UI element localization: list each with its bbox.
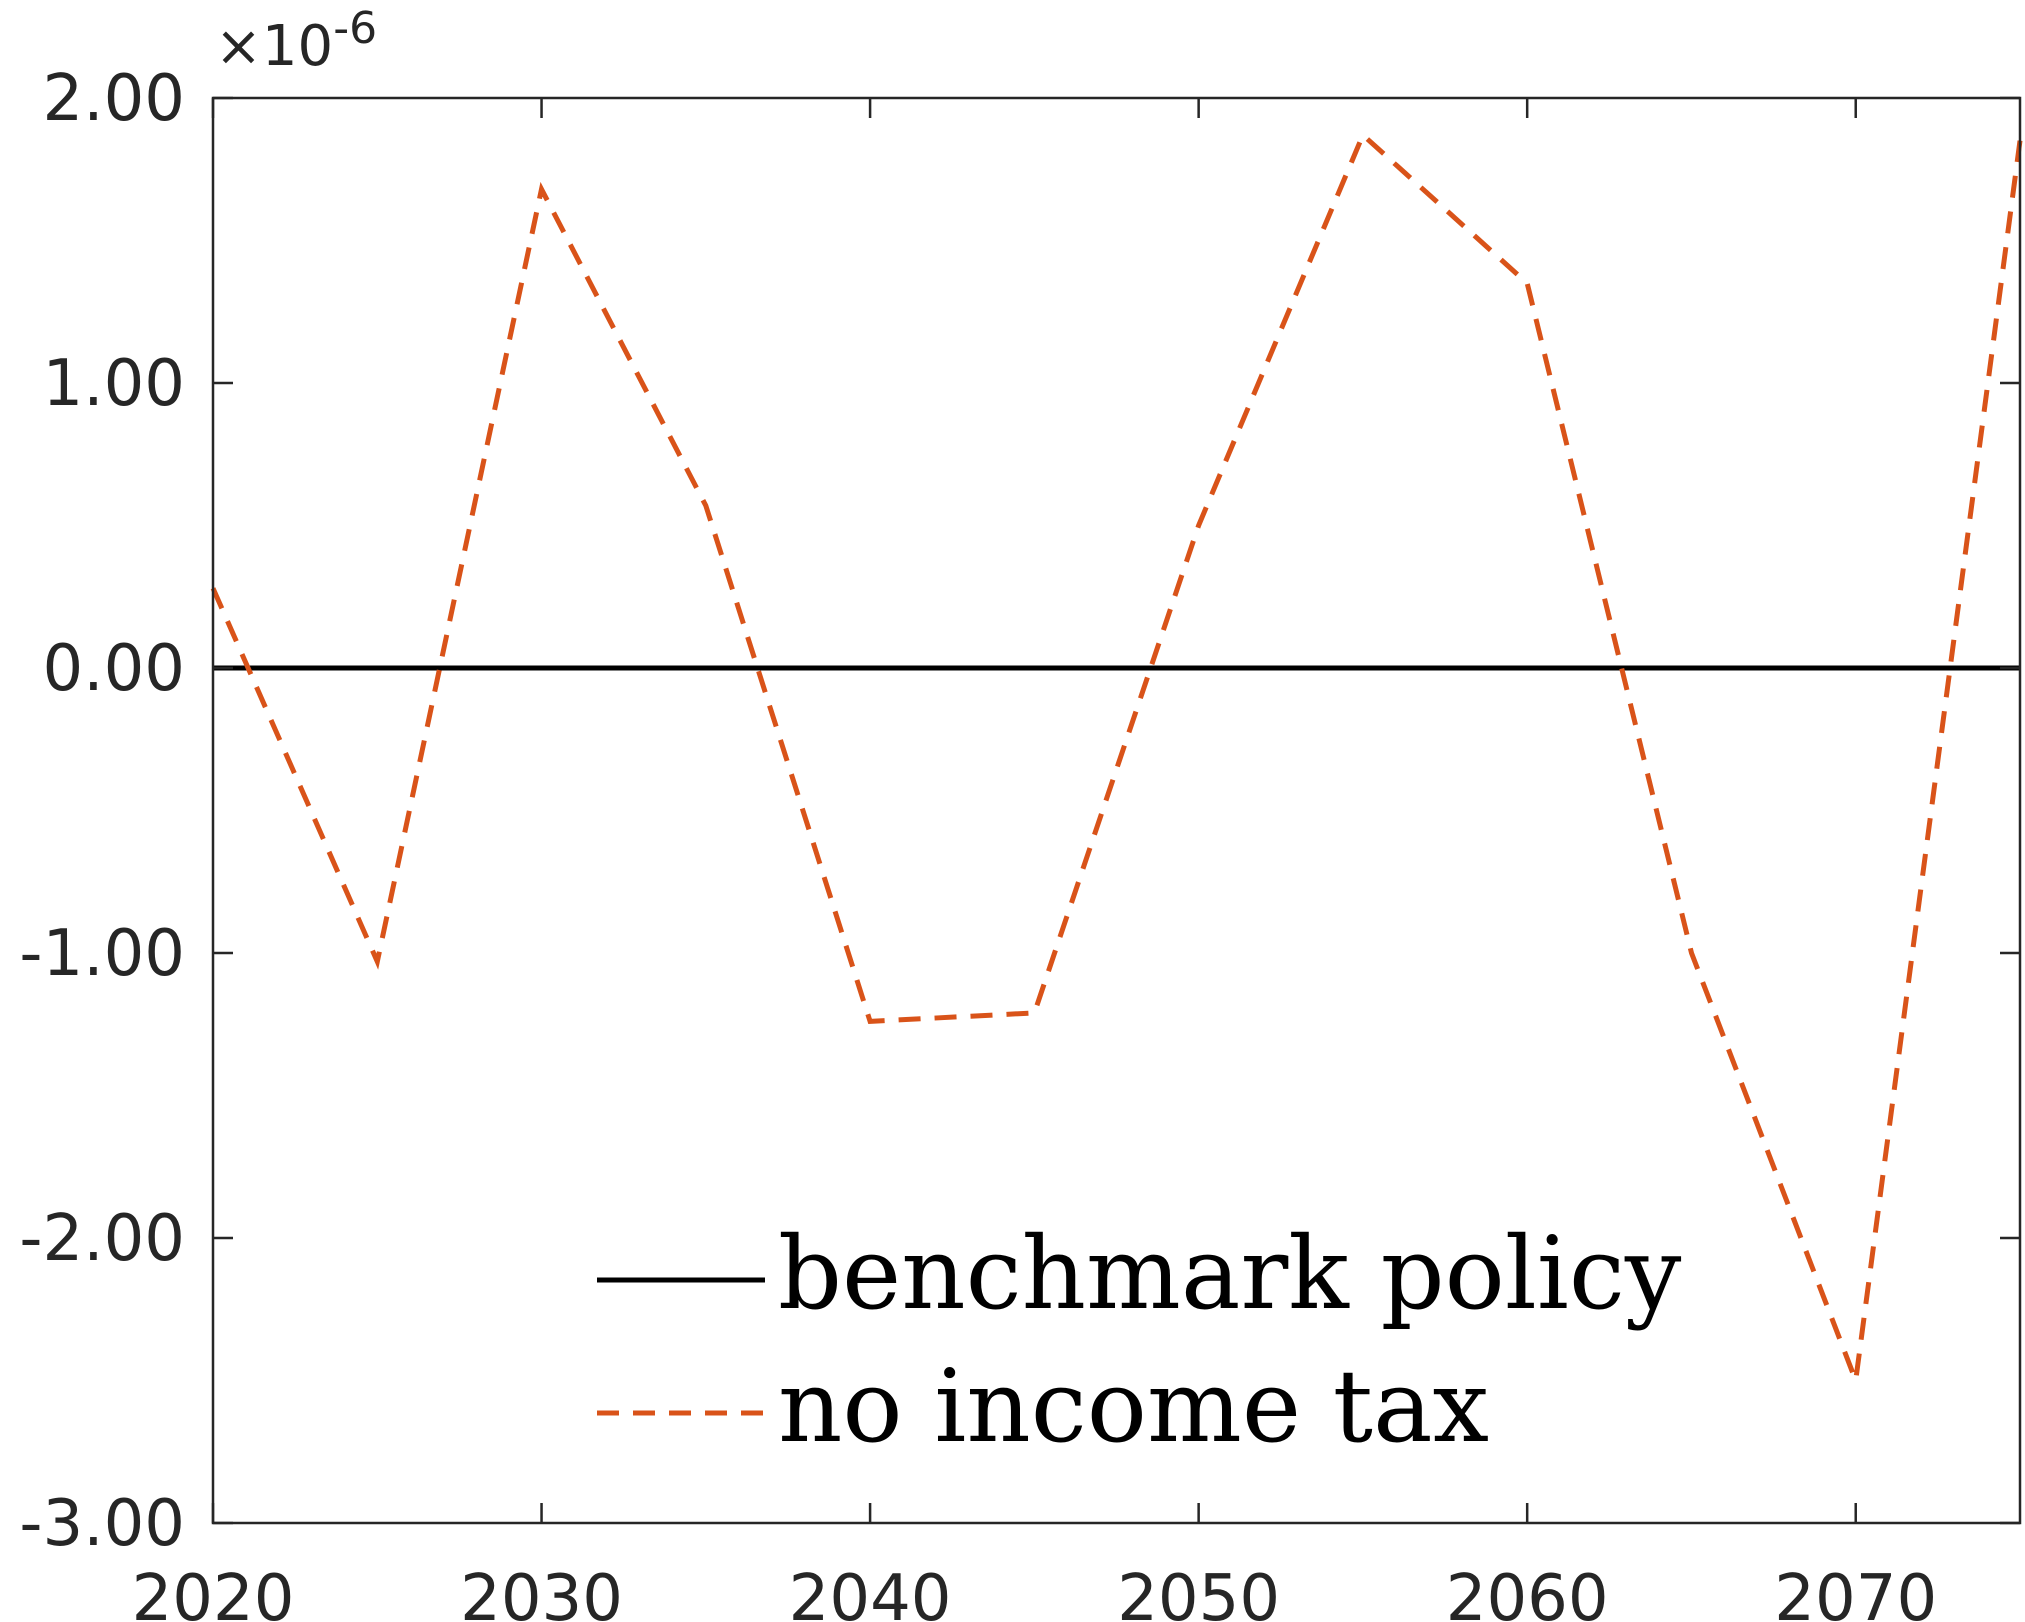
y-tick-label: -1.00 [19,917,185,991]
y-tick-label: 0.00 [43,632,186,706]
x-tick-label: 2070 [1774,1562,1937,1622]
y-tick-label: -3.00 [19,1487,185,1561]
y-multiplier-exponent: -6 [333,3,377,54]
series-line-2 [210,130,2023,1382]
x-tick-label: 2050 [1117,1562,1280,1622]
axes-layer: 2020 2030 2040 2050 2060 2070 2.00 1.00 0.00 -1.0… [19,62,2022,1622]
y-tick-label: 2.00 [43,62,186,136]
x-tick-label: 2020 [132,1562,295,1622]
y-multiplier-base: ×10 [215,14,333,79]
axes-box [211,96,2022,1525]
y-axis-multiplier: ×10-6 [215,3,377,79]
x-tick-label: 2060 [1446,1562,1609,1622]
y-tick-label: -2.00 [19,1202,185,1276]
y-tick-label: 1.00 [43,347,186,421]
legend-label-2: no income tax [778,1348,1489,1465]
legend: benchmark policy no income tax [597,1215,1682,1465]
legend-label-1: benchmark policy [778,1215,1682,1332]
x-tick-label: 2040 [789,1562,952,1622]
x-tick-label: 2030 [460,1562,623,1622]
series-layer [210,130,2023,1382]
